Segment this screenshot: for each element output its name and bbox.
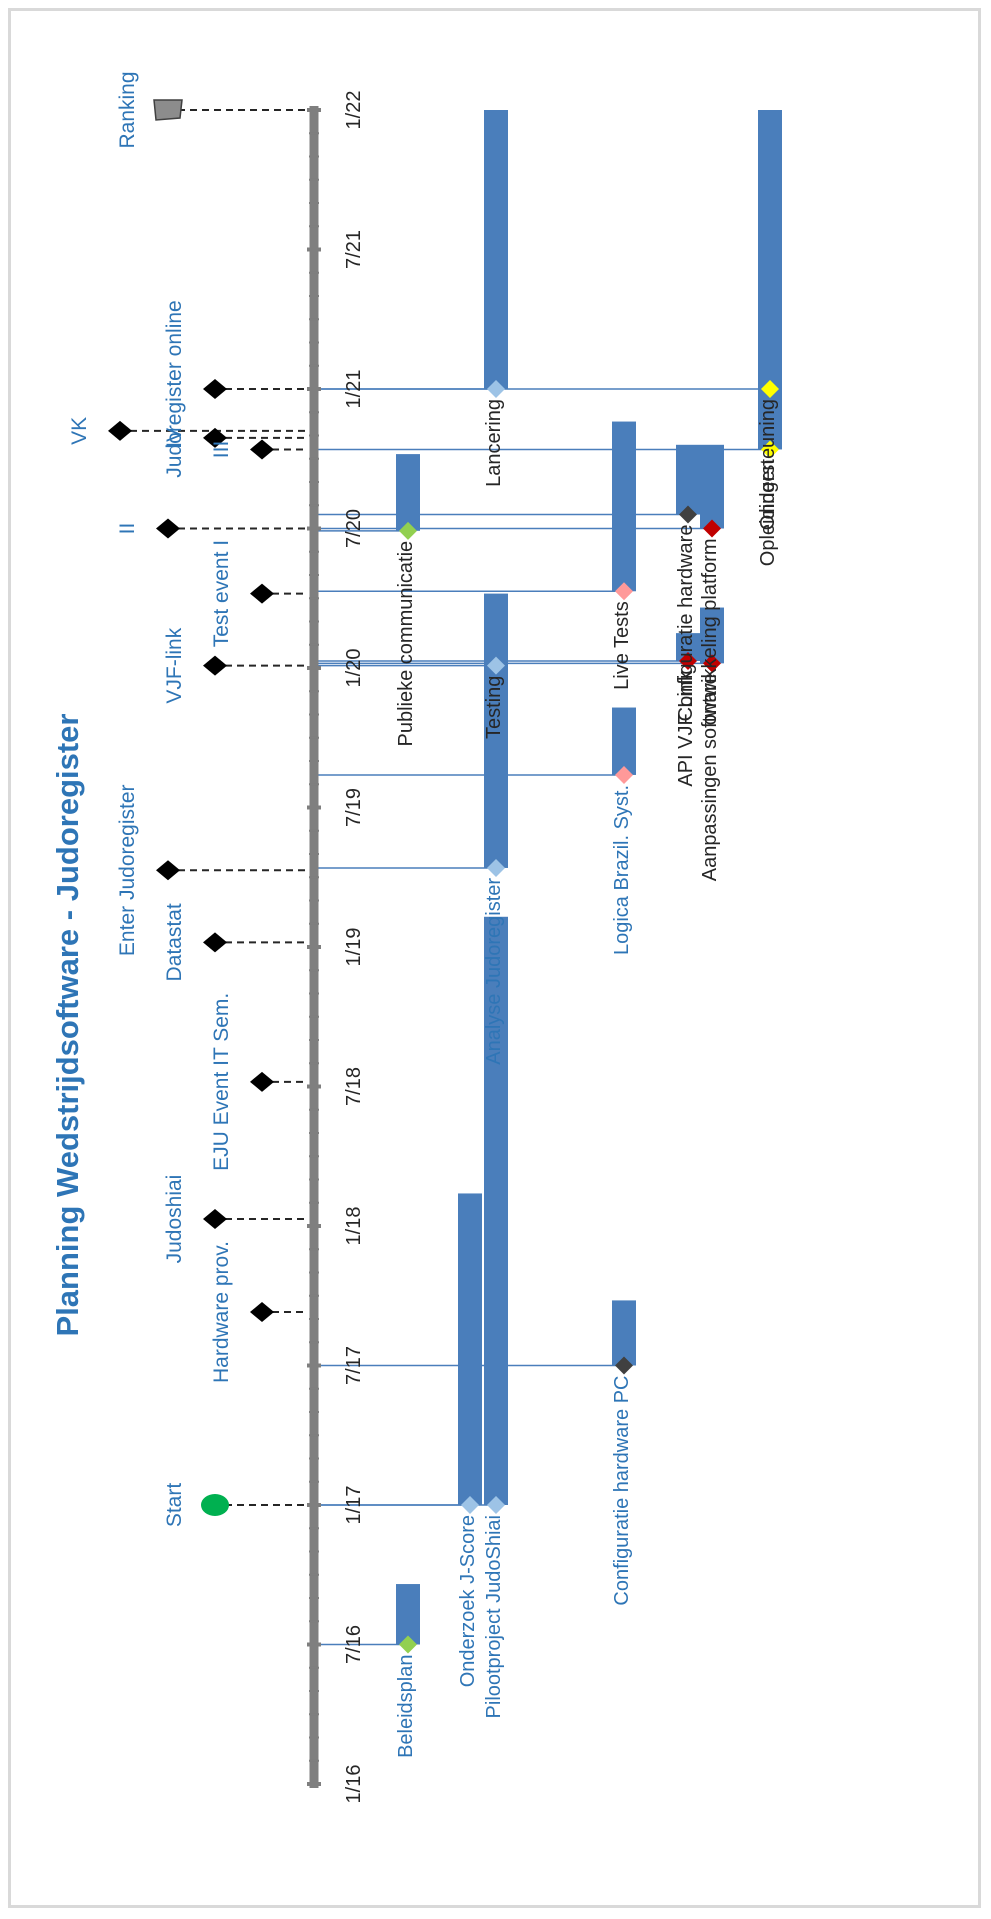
milestone-diamond: [203, 655, 227, 676]
milestone-start-label: Start: [163, 1483, 186, 1528]
milestone-vk-label: VK: [68, 417, 91, 445]
milestone-diamond: [156, 518, 180, 539]
tick-label: 1/17: [343, 1486, 365, 1525]
connector-lines: [130, 109, 770, 1646]
task-start-marker: [399, 1635, 417, 1654]
milestone-diamond: [250, 1302, 274, 1323]
chart-title: Planning Wedstrijdsoftware - Judoregiste…: [50, 714, 85, 1337]
tick-label: 7/19: [343, 788, 365, 827]
task-bar-ondersteuning: [758, 110, 782, 389]
task-ontwikkeling-platform-label: ontwikkeling platform: [699, 539, 721, 726]
task-bar-analyse-judoregister: [484, 661, 508, 868]
task-opleidingen-label: Opleidingen: [757, 459, 779, 566]
tick-label: 1/20: [343, 649, 365, 688]
task-start-marker: [487, 656, 505, 675]
milestone-diamond: [250, 439, 274, 460]
task-beleidsplan-label: Beleidsplan: [395, 1655, 417, 1758]
task-start-marker: [761, 380, 779, 398]
task-bar-publieke-communicatie: [396, 454, 420, 531]
milestone-flag: [153, 99, 183, 121]
milestone-diamond: [156, 860, 180, 881]
milestone-diamond: [108, 420, 132, 441]
task-configuratie-hardware-pc-label: Configuratie hardware PC: [611, 1376, 633, 1606]
milestone-eju-event-it-sem-label: EJU Event IT Sem.: [210, 993, 233, 1171]
task-start-marker: [703, 654, 721, 673]
task-configuratie-hardware-label: Configuratie hardware: [675, 525, 697, 722]
task-start-marker: [679, 505, 697, 524]
task-bar-testing: [484, 593, 508, 666]
milestone-iii-label: III: [210, 441, 233, 459]
tick-label: 1/21: [343, 370, 365, 409]
milestone-diamond: [203, 427, 227, 448]
task-analyse-judoregister-label: Analyse Judoregister: [483, 878, 505, 1065]
task-api-vjf-link-label: API VJF Link: [675, 670, 697, 787]
task-publieke-communicatie-label: Publieke communicatie: [395, 541, 417, 747]
task-lancering-label: Lancering: [483, 399, 505, 487]
milestone-judoregister-online-label: Judoregister online: [163, 300, 186, 477]
task-ondersteuning-label: Ondersteuning: [757, 399, 779, 530]
task-start-marker: [487, 1496, 505, 1514]
task-bar-logica-brazil-syst: [612, 707, 636, 775]
task-start-marker: [399, 521, 417, 540]
milestone-diamond: [250, 583, 274, 604]
task-logica-brazil-syst-label: Logica Brazil. Syst.: [611, 785, 633, 955]
task-aanpassingen-software-label: Aanpassingen software: [699, 673, 721, 881]
milestone-vjf-link-label: VJF-link: [163, 627, 186, 703]
tick-label: 1/19: [343, 928, 365, 967]
tick-label: 1/22: [343, 91, 365, 130]
task-start-marker: [615, 1356, 633, 1375]
task-labels: Start Hardware prov. Judoshiai EJU Event IT…: [68, 71, 779, 1757]
time-axis: [307, 106, 321, 1788]
tick-label: 7/16: [343, 1625, 365, 1664]
milestone-diamond: [250, 1071, 274, 1092]
milestone-diamond: [203, 932, 227, 953]
tick-label: 7/21: [343, 230, 365, 269]
task-bar-ontwikkeling-platform: [700, 444, 724, 529]
tick-label: 7/18: [343, 1067, 365, 1106]
task-live-tests-label: Live Tests: [611, 601, 633, 690]
task-start-marker: [615, 582, 633, 601]
milestone-test-event-i-label: Test event I: [210, 540, 233, 647]
task-bar-beleidsplan: [396, 1584, 420, 1645]
tick-label: 1/18: [343, 1207, 365, 1246]
task-start-marker: [461, 1496, 479, 1514]
axis-tick-labels: 1/16 7/16 1/17 7/17 1/18 7/18 1/19 7/19 1/20 7/20…: [343, 91, 365, 1804]
milestone-iv-label: IV: [163, 428, 186, 448]
task-bar-configuratie-hardware-pc: [612, 1300, 636, 1366]
task-bar-pilootproject-judoshiai: [484, 916, 508, 1505]
task-start-marker: [703, 519, 721, 538]
milestone-datastat-label: Datastat: [163, 903, 186, 981]
milestone-ii-label: II: [116, 523, 139, 535]
task-pilootproject-judoshiai-label: Pilootproject JudoShiai: [483, 1515, 505, 1718]
task-testing-label: Testing: [483, 676, 505, 739]
task-bar-lancering: [484, 110, 508, 389]
tick-label: 7/20: [343, 509, 365, 548]
milestone-circle: [201, 1494, 229, 1516]
task-bars: [396, 110, 782, 1654]
task-bar-opleidingen: [758, 389, 782, 450]
milestone-diamond: [203, 1209, 227, 1230]
task-bar-live-tests: [612, 421, 636, 592]
milestone-hardware-prov-label: Hardware prov.: [210, 1241, 233, 1383]
task-start-marker: [615, 765, 633, 784]
tick-label: 1/16: [343, 1765, 365, 1804]
milestones: [108, 99, 274, 1516]
task-bar-configuratie-hardware: [676, 444, 700, 515]
task-bar-onderzoek-j-score: [458, 1193, 482, 1505]
task-onderzoek-j-score-label: Onderzoek J-Score: [457, 1515, 479, 1687]
milestone-diamond: [203, 379, 227, 399]
task-start-marker: [761, 440, 779, 459]
milestone-ranking-label: Ranking: [116, 71, 139, 148]
task-start-marker: [679, 652, 697, 671]
milestone-enter-judoregister-label: Enter Judoregister: [116, 784, 139, 956]
milestone-judoshiai-label: Judoshiai: [163, 1175, 186, 1264]
task-bar-aanpassingen-software: [700, 607, 724, 664]
task-start-marker: [487, 858, 505, 877]
task-start-marker: [487, 380, 505, 398]
tick-label: 7/17: [343, 1346, 365, 1385]
